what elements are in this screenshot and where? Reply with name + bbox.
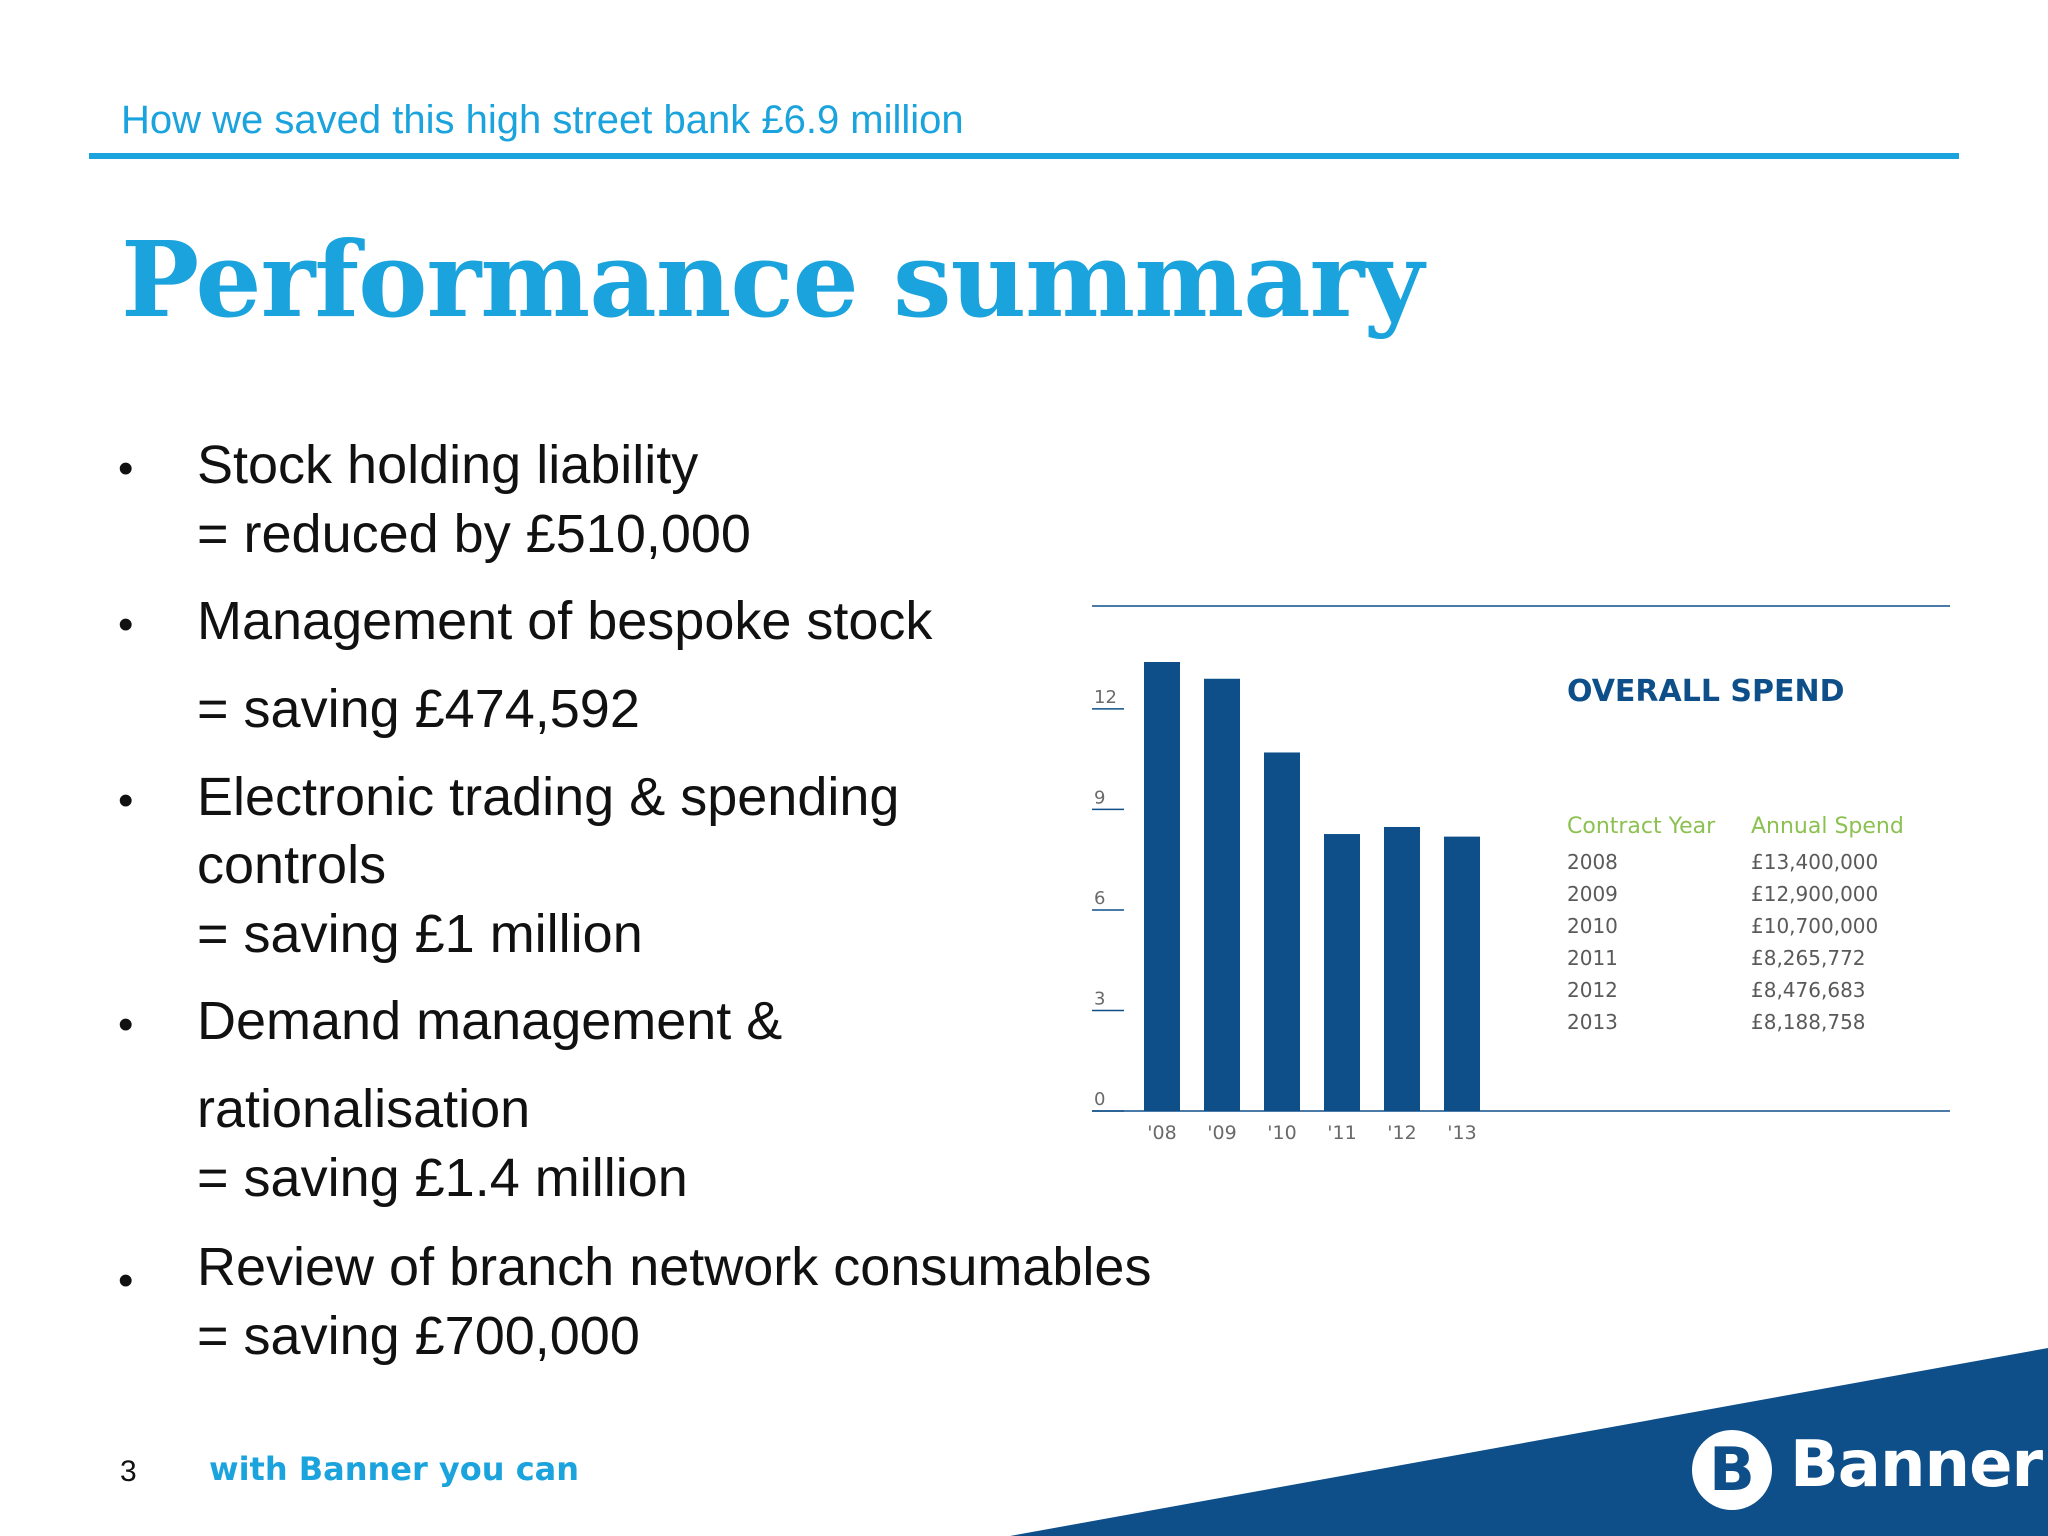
bullet-line: Demand management & xyxy=(197,991,783,1051)
x-tick-label: '11 xyxy=(1327,1122,1356,1140)
page-title: Performance summary xyxy=(121,218,1424,341)
logo-wordmark: Banner xyxy=(1790,1428,2043,1502)
bar-13 xyxy=(1444,836,1480,1111)
bar-10 xyxy=(1264,752,1300,1111)
y-tick-label: 3 xyxy=(1094,988,1105,1009)
table-row-spend: £8,265,772 xyxy=(1751,946,1866,970)
bar-series xyxy=(1144,662,1480,1111)
bullet-dot: • xyxy=(118,776,134,825)
bullet-line: rationalisation xyxy=(197,1079,531,1139)
table-row-year: 2013 xyxy=(1567,1010,1618,1034)
y-tick-label: 12 xyxy=(1094,687,1117,708)
bar-08 xyxy=(1144,662,1180,1111)
table-row-year: 2008 xyxy=(1567,850,1618,874)
bullet-line: controls xyxy=(197,835,387,895)
table-row-spend: £10,700,000 xyxy=(1751,914,1879,938)
bullet-line: = saving £700,000 xyxy=(197,1306,640,1366)
x-tick-label: '08 xyxy=(1147,1122,1176,1140)
table-row-spend: £13,400,000 xyxy=(1751,850,1879,874)
bullet-line: = reduced by £510,000 xyxy=(197,504,751,564)
table-header-year: Contract Year xyxy=(1567,814,1716,839)
bar-11 xyxy=(1324,834,1360,1111)
y-tick-label: 6 xyxy=(1094,888,1105,909)
table-row-year: 2010 xyxy=(1567,914,1618,938)
bullet-dot: • xyxy=(118,1256,134,1305)
logo-mark: B xyxy=(1692,1430,1772,1510)
table-row-year: 2012 xyxy=(1567,978,1618,1002)
page-number: 3 xyxy=(120,1455,137,1488)
x-axis: '08 '09 '10 '11 '12 '13 xyxy=(1147,1122,1476,1140)
x-tick-label: '12 xyxy=(1387,1122,1416,1140)
bullet-dot: • xyxy=(118,600,134,649)
x-tick-label: '09 xyxy=(1207,1122,1236,1140)
x-tick-label: '13 xyxy=(1447,1122,1476,1140)
header-rule xyxy=(89,153,1959,159)
tagline: with Banner you can xyxy=(209,1450,580,1488)
y-axis: 0 3 6 9 12 xyxy=(1092,687,1124,1112)
table-row-spend: £12,900,000 xyxy=(1751,882,1879,906)
bullet-line: Review of branch network consumables xyxy=(197,1237,1152,1297)
bullet-line: Management of bespoke stock xyxy=(197,591,933,651)
bullet-line: Electronic trading & spending xyxy=(197,767,900,827)
subtitle: How we saved this high street bank £6.9 … xyxy=(121,98,964,142)
bullet-line: Stock holding liability xyxy=(197,435,699,495)
bullet-line: = saving £474,592 xyxy=(197,679,640,739)
bar-09 xyxy=(1204,678,1240,1111)
table-row-year: 2011 xyxy=(1567,946,1618,970)
table-row-spend: £8,188,758 xyxy=(1751,1010,1866,1034)
bullet-line: = saving £1 million xyxy=(197,904,643,964)
table-row-spend: £8,476,683 xyxy=(1751,978,1866,1002)
table-row-year: 2009 xyxy=(1567,882,1618,906)
y-tick-label: 0 xyxy=(1094,1089,1105,1110)
overall-spend-chart: 0 3 6 9 12 '08 '09 '10 '11 '12 '13 xyxy=(1090,600,1960,1140)
bullet-dot: • xyxy=(118,1000,134,1049)
table-header-spend: Annual Spend xyxy=(1751,814,1904,839)
bullet-list: • Stock holding liability = reduced by £… xyxy=(118,435,1152,1366)
x-tick-label: '10 xyxy=(1267,1122,1296,1140)
bar-12 xyxy=(1384,826,1420,1111)
chart-title: OVERALL SPEND xyxy=(1567,674,1845,709)
y-tick-label: 9 xyxy=(1094,787,1105,808)
bullet-line: = saving £1.4 million xyxy=(197,1148,688,1208)
bullet-dot: • xyxy=(118,444,134,493)
chart-canvas: 0 3 6 9 12 '08 '09 '10 '11 '12 '13 xyxy=(1092,605,1950,1140)
